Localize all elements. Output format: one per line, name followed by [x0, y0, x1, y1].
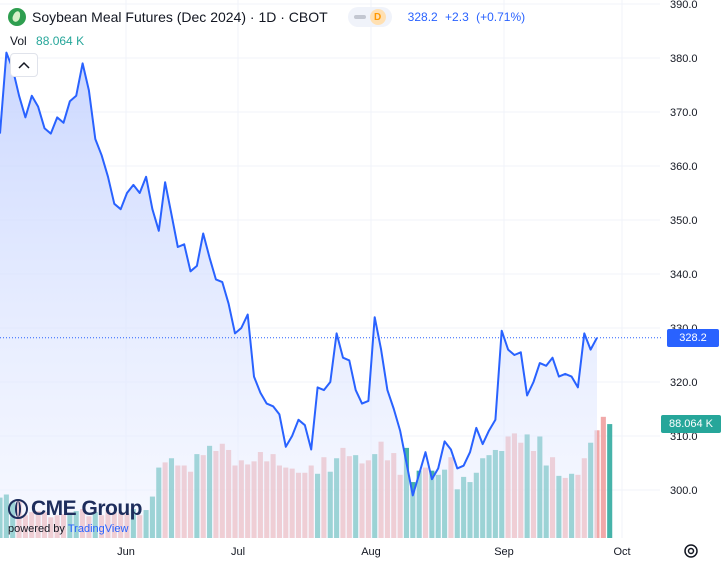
interval-badge: D: [369, 9, 386, 25]
price-line: [0, 51, 598, 497]
x-axis: Jun Jul Aug Sep Oct: [117, 546, 630, 558]
y-tick-label: 380.0: [670, 53, 698, 65]
interval-indicator[interactable]: D: [347, 7, 392, 27]
y-tick-label: 340.0: [670, 269, 698, 281]
symbol-title[interactable]: Soybean Meal Futures (Dec 2024) · 1D · C…: [32, 9, 328, 25]
y-tick-label: 300.0: [670, 485, 698, 497]
chart-header: Soybean Meal Futures (Dec 2024) · 1D · C…: [8, 7, 529, 27]
brand-name: CME Group: [31, 497, 143, 520]
powered-by-label: powered by: [8, 523, 65, 535]
last-price: 328.2: [407, 10, 438, 24]
y-tick-label: 370.0: [670, 107, 698, 119]
powered-by: powered by TradingView: [8, 523, 142, 535]
y-tick-label: 350.0: [670, 215, 698, 227]
last-price-tag: 328.2: [667, 328, 719, 347]
soybean-icon: [8, 8, 26, 26]
settings-gear-icon[interactable]: [683, 543, 699, 559]
price-area: [0, 52, 597, 538]
x-tick-label: Sep: [494, 546, 514, 558]
market-status-icon: [353, 15, 366, 19]
x-tick-label: Oct: [613, 546, 630, 558]
price-change-pct: (+0.71%): [476, 10, 526, 24]
y-tick-label: 360.0: [670, 161, 698, 173]
y-tick-label: 320.0: [670, 377, 698, 389]
quote: 328.2 +2.3 (+0.71%): [408, 10, 529, 24]
volume-legend: Vol 88.064 K: [10, 34, 84, 48]
cme-logo[interactable]: CME Group powered by TradingView: [8, 497, 143, 535]
x-tick-label: Jul: [231, 546, 245, 558]
volume-label: Vol: [10, 34, 27, 48]
volume-tag: 88.064 K: [661, 415, 721, 433]
price-change: +2.3: [445, 10, 469, 24]
x-tick-label: Aug: [361, 546, 381, 558]
globe-icon: [8, 499, 28, 519]
cme-group-logo: CME Group: [8, 497, 143, 521]
y-tick-label: 390.0: [670, 0, 698, 11]
y-tick-label: 310.0: [670, 431, 698, 443]
volume-bar: [607, 424, 613, 538]
tradingview-label: TradingView: [67, 523, 129, 535]
chevron-up-icon: [18, 61, 30, 69]
volume-value: 88.064 K: [36, 34, 85, 48]
x-tick-label: Jun: [117, 546, 135, 558]
collapse-legend-button[interactable]: [10, 53, 38, 77]
volume-bar: [600, 416, 606, 538]
y-axis: 300.0310.0320.0330.0340.0350.0360.0370.0…: [670, 0, 698, 497]
